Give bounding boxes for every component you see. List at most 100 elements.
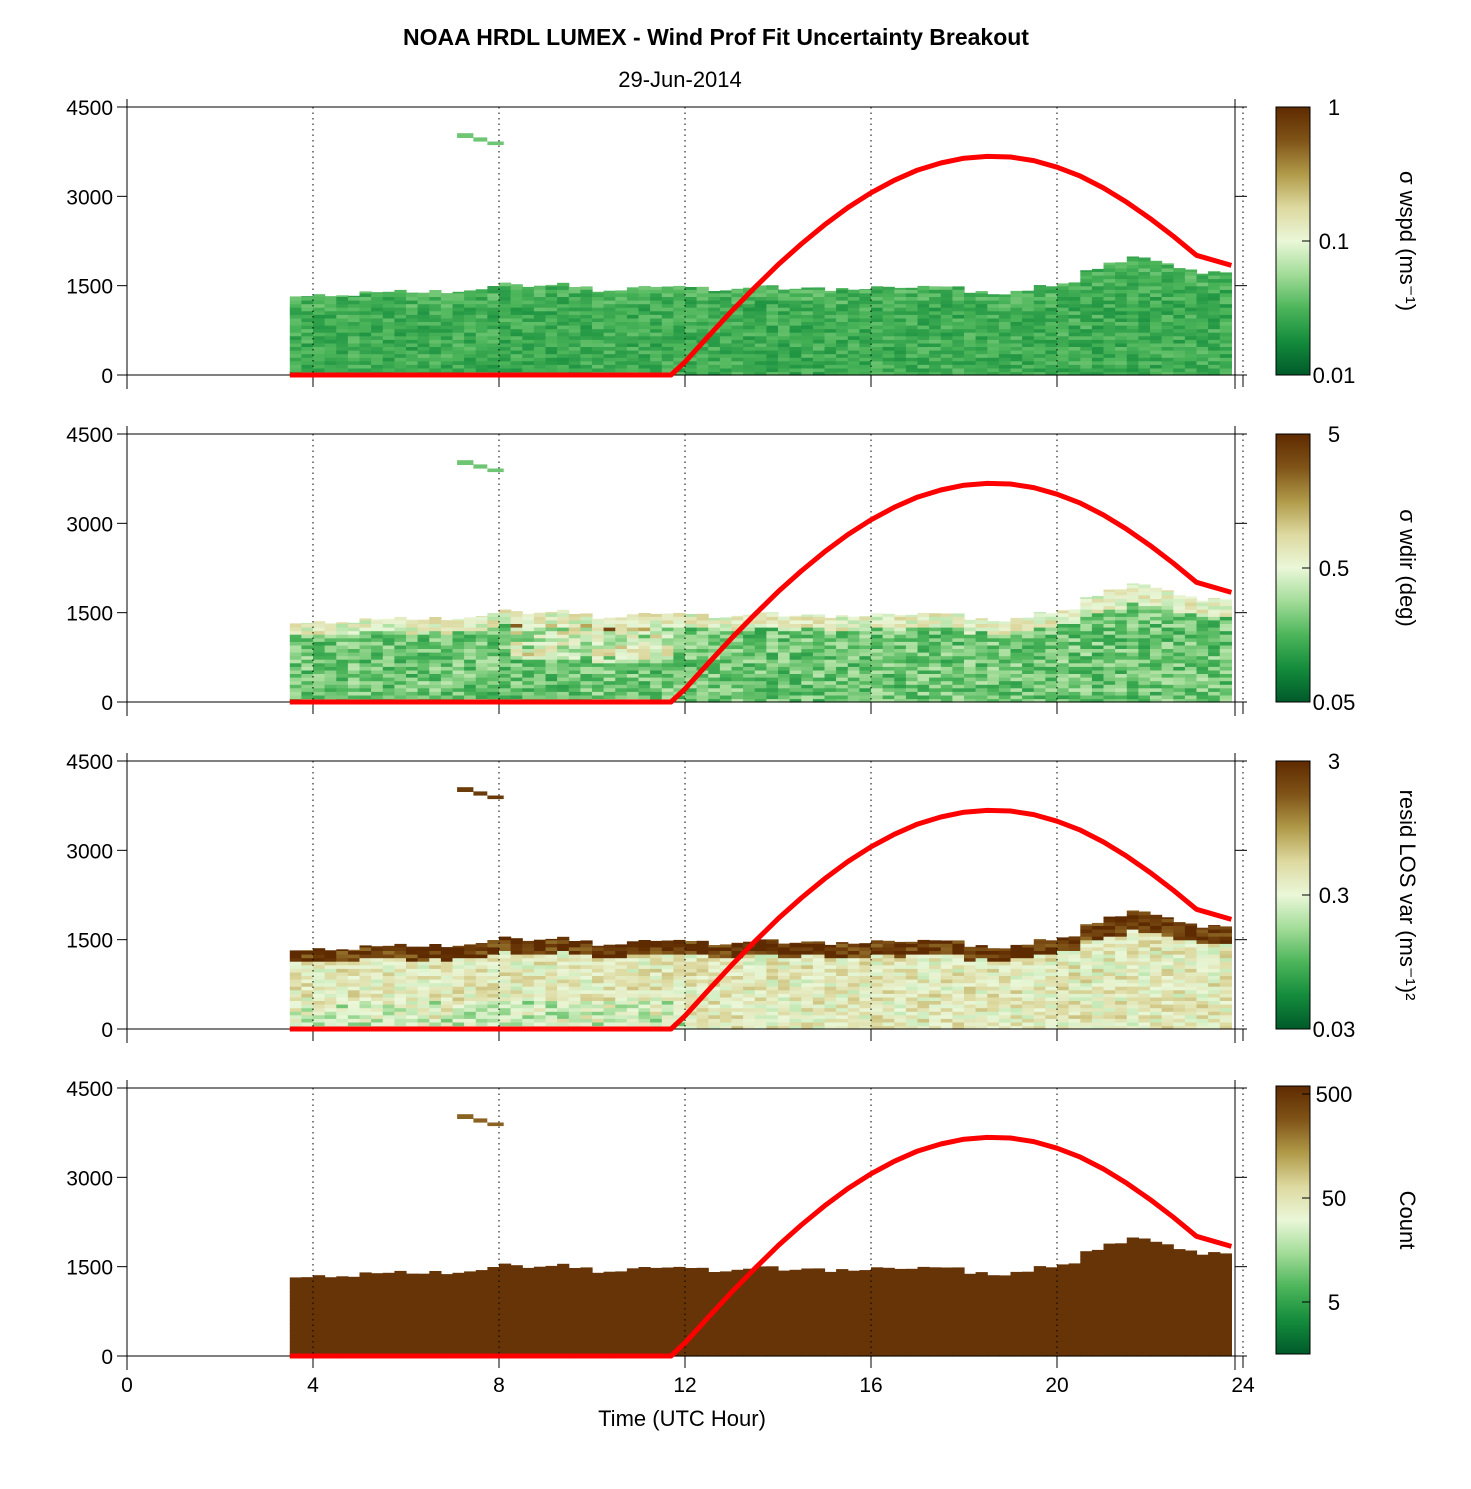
heatmap-cell (533, 946, 547, 951)
heatmap-cell (859, 360, 872, 365)
heatmap-cell (1022, 346, 1035, 351)
heatmap-cell (836, 641, 849, 646)
heatmap-cell (754, 687, 767, 692)
heatmap-cell (324, 1014, 337, 1019)
heatmap-cell (1173, 335, 1186, 340)
heatmap-cell (313, 314, 326, 319)
heatmap-cell (1115, 666, 1128, 671)
heatmap-cell (1208, 630, 1221, 635)
heatmap-cell (406, 630, 419, 635)
heatmap-cell (998, 314, 1012, 319)
heatmap-cell (499, 282, 512, 287)
heatmap-cell (324, 637, 337, 642)
heatmap-cell (615, 357, 628, 362)
heatmap-cell (905, 655, 919, 660)
heatmap-cell (789, 641, 802, 646)
heatmap-cell (615, 328, 628, 333)
heatmap-cell (778, 289, 791, 294)
heatmap-cell (1080, 623, 1093, 628)
heatmap-cell (1010, 652, 1023, 657)
heatmap-cell (1068, 659, 1081, 664)
heatmap-cell (359, 291, 372, 294)
heatmap-cell (929, 652, 942, 657)
heatmap-cell (917, 342, 930, 347)
heatmap-cell (731, 677, 744, 682)
heatmap-cell (812, 616, 826, 621)
heatmap-cell (464, 1007, 477, 1012)
heatmap-cell (557, 1014, 570, 1019)
heatmap-cell (1196, 360, 1209, 365)
heatmap-cell (1103, 346, 1116, 351)
heatmap-cell (475, 637, 488, 642)
heatmap-cell (440, 346, 454, 351)
heatmap-cell (731, 339, 744, 344)
heatmap-cell (533, 939, 547, 944)
heatmap-cell (708, 691, 721, 696)
heatmap-cell (533, 314, 547, 319)
heatmap-cell (533, 996, 547, 1001)
heatmap-cell (871, 357, 884, 362)
heatmap-cell (766, 673, 779, 678)
heatmap-cell (1219, 342, 1232, 347)
heatmap-cell (673, 303, 686, 308)
heatmap-cell (1091, 641, 1105, 646)
heatmap-cell (499, 630, 512, 635)
heatmap-cell (313, 321, 326, 326)
heatmap-cell (708, 335, 721, 340)
heatmap-cell (1138, 612, 1151, 617)
heatmap-cell (603, 1007, 616, 1012)
heatmap-cell (1057, 691, 1070, 696)
heatmap-cell (1115, 609, 1128, 614)
heatmap-cell (1010, 644, 1023, 649)
heatmap-cell (1057, 310, 1070, 315)
heatmap-cell (1115, 332, 1128, 337)
heatmap-cell (313, 335, 326, 340)
heatmap-cell (1115, 339, 1128, 344)
heatmap-cell (778, 687, 791, 692)
heatmap-cell (650, 353, 663, 358)
heatmap-cell (336, 623, 349, 628)
heatmap-cell (685, 694, 698, 700)
heatmap-cell (1045, 655, 1058, 660)
heatmap-cell (743, 303, 756, 308)
heatmap-cell (382, 641, 395, 646)
heatmap-cell (940, 367, 953, 373)
heatmap-cell (1161, 634, 1174, 639)
heatmap-cell (417, 332, 430, 337)
heatmap-cell (801, 360, 814, 365)
heatmap-cell (324, 687, 337, 692)
heatmap-cell (592, 353, 605, 358)
heatmap-cell (417, 961, 430, 966)
heatmap-cell (1126, 274, 1139, 280)
heatmap-cell (464, 332, 477, 337)
heatmap-cell (905, 662, 919, 667)
heatmap-cell (1010, 346, 1023, 351)
heatmap-cell (557, 662, 570, 667)
heatmap-cell (1208, 364, 1221, 369)
heatmap-cell (696, 317, 709, 322)
heatmap-cell (394, 982, 407, 987)
heatmap-cell (499, 986, 512, 991)
heatmap-cell (1161, 637, 1174, 642)
heatmap-cell (406, 652, 419, 657)
heatmap-cell (545, 611, 558, 614)
heatmap-cell (359, 652, 372, 657)
heatmap-cell (1045, 296, 1058, 301)
heatmap-cell (533, 971, 547, 976)
heatmap-cell (394, 648, 407, 653)
heatmap-cell (1184, 300, 1198, 305)
heatmap-cell (475, 691, 488, 696)
heatmap-cell (952, 335, 965, 340)
heatmap-cell (568, 975, 581, 980)
heatmap-cell (487, 652, 500, 657)
heatmap-cell (1057, 283, 1070, 287)
heatmap-cell (638, 321, 651, 326)
heatmap-cell (487, 1014, 500, 1019)
y-tick-label: 0 (101, 692, 113, 715)
heatmap-cell (638, 613, 651, 617)
heatmap-cell (1091, 652, 1105, 657)
heatmap-cell (708, 687, 721, 692)
heatmap-cell (557, 687, 570, 692)
heatmap-cell (452, 623, 465, 628)
heatmap-cell (1080, 350, 1093, 355)
